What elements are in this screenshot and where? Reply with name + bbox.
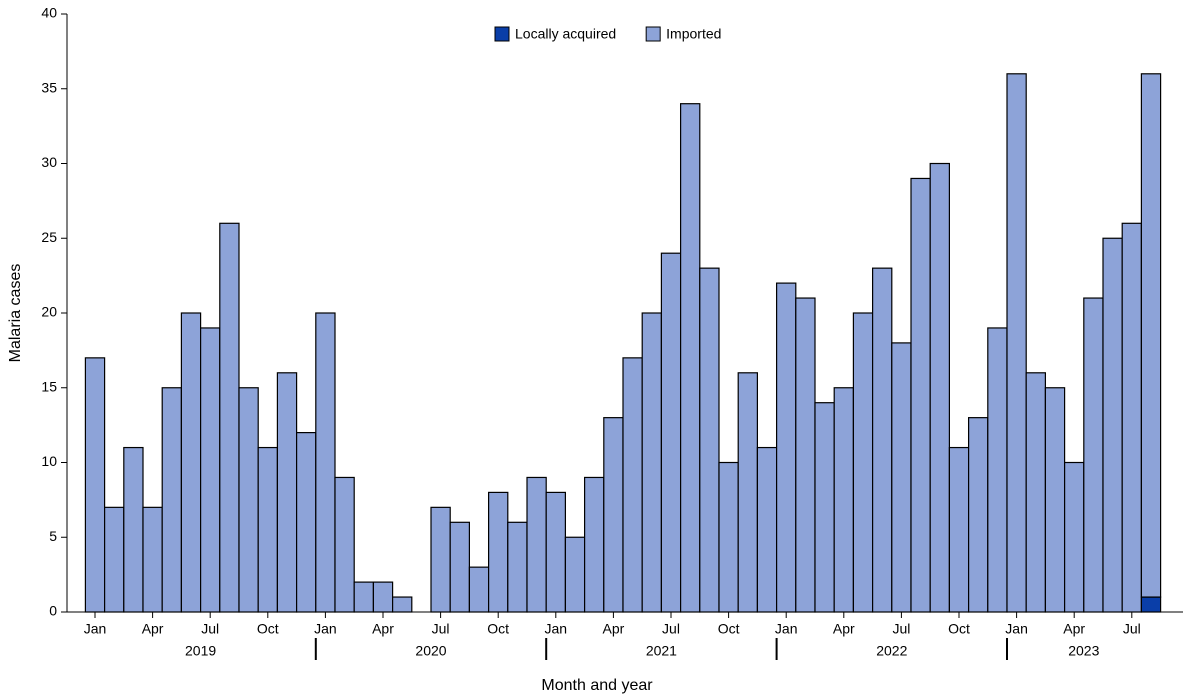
- bar: [1006, 73, 1027, 613]
- bar: [353, 581, 375, 613]
- x-tick-label: Jul: [1123, 621, 1141, 637]
- x-tick-label: Oct: [257, 621, 279, 637]
- year-label: 2019: [185, 643, 216, 659]
- bar: [891, 342, 912, 613]
- bar: [449, 521, 471, 613]
- bar: [468, 566, 490, 613]
- bar: [1083, 297, 1104, 613]
- y-tick-label: 40: [41, 5, 57, 21]
- year-label: 2020: [415, 643, 446, 659]
- bar: [238, 387, 259, 613]
- x-tick-label: Jan: [775, 621, 798, 637]
- bar: [775, 282, 797, 613]
- bar: [296, 432, 317, 613]
- bar: [718, 461, 739, 613]
- x-tick-label: Oct: [487, 621, 509, 637]
- bar: [507, 521, 528, 613]
- bar: [103, 506, 125, 613]
- bar: [1044, 387, 1066, 613]
- bar: [334, 476, 355, 613]
- bar: [84, 357, 106, 613]
- y-tick-label: 35: [41, 79, 57, 95]
- bar: [219, 222, 240, 613]
- bar: [660, 252, 682, 613]
- x-tick-label: Jan: [84, 621, 107, 637]
- y-tick-label: 20: [41, 304, 57, 320]
- x-tick-label: Apr: [372, 621, 394, 637]
- bar: [180, 312, 202, 613]
- x-tick-label: Apr: [1063, 621, 1085, 637]
- bar: [622, 357, 643, 613]
- y-tick-label: 10: [41, 453, 57, 469]
- bar: [545, 491, 567, 613]
- bar: [372, 581, 394, 613]
- x-tick-label: Jul: [892, 621, 910, 637]
- bar: [967, 417, 989, 613]
- year-label: 2022: [876, 643, 907, 659]
- year-label: 2023: [1068, 643, 1099, 659]
- x-tick-label: Oct: [948, 621, 970, 637]
- x-tick-label: Apr: [833, 621, 855, 637]
- legend-swatch: [494, 26, 510, 42]
- x-tick-label: Jan: [314, 621, 337, 637]
- bar: [833, 387, 855, 613]
- x-tick-label: Oct: [718, 621, 740, 637]
- bar: [392, 596, 413, 613]
- bar: [1102, 237, 1123, 613]
- bar: [699, 267, 720, 613]
- bar: [315, 312, 336, 613]
- bar: [737, 372, 759, 613]
- x-tick-label: Jan: [1005, 621, 1028, 637]
- bar: [526, 476, 547, 613]
- x-tick-label: Apr: [142, 621, 164, 637]
- bar: [1025, 372, 1046, 613]
- year-label: 2021: [646, 643, 677, 659]
- bar: [603, 417, 624, 613]
- bar: [679, 103, 701, 613]
- y-tick-label: 0: [49, 603, 57, 619]
- bar: [488, 491, 509, 613]
- legend-label: Imported: [666, 26, 721, 42]
- bar: [948, 446, 970, 613]
- y-tick-label: 30: [41, 154, 57, 170]
- bar: [142, 506, 163, 613]
- x-axis-title: Month and year: [541, 677, 653, 694]
- bar: [795, 297, 816, 613]
- bar: [987, 327, 1008, 613]
- y-tick-label: 5: [49, 528, 57, 544]
- legend-swatch: [645, 26, 661, 42]
- bar: [257, 446, 279, 613]
- bar: [756, 446, 778, 613]
- bar: [910, 177, 931, 613]
- bar: [852, 312, 874, 613]
- bar: [641, 312, 663, 613]
- bar: [276, 372, 298, 613]
- bar: [1140, 73, 1162, 598]
- bar: [123, 446, 144, 613]
- bar: [1063, 461, 1085, 613]
- bar: [929, 162, 951, 613]
- x-tick-label: Jul: [662, 621, 680, 637]
- bar: [1121, 222, 1142, 613]
- x-tick-label: Jan: [545, 621, 568, 637]
- legend-label: Locally acquired: [515, 26, 616, 42]
- y-tick-label: 25: [41, 229, 57, 245]
- bar: [583, 476, 605, 613]
- y-tick-label: 15: [41, 378, 57, 394]
- bar: [1140, 596, 1162, 613]
- y-axis-title: Malaria cases: [7, 264, 24, 363]
- bar: [200, 327, 221, 613]
- bar: [430, 506, 451, 613]
- bar: [564, 536, 586, 613]
- x-tick-label: Apr: [603, 621, 625, 637]
- bar: [161, 387, 182, 613]
- x-tick-label: Jul: [201, 621, 219, 637]
- bar: [814, 402, 835, 613]
- x-tick-label: Jul: [432, 621, 450, 637]
- bar: [871, 267, 893, 613]
